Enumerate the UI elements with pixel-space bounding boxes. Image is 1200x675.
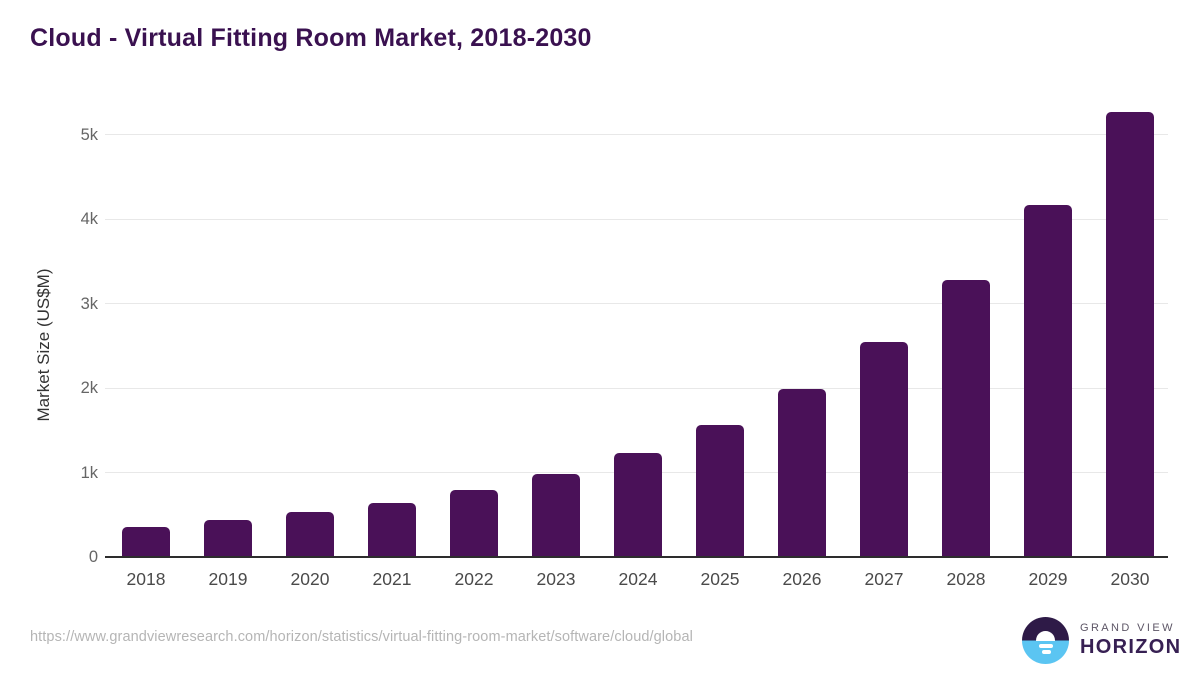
- chart-title: Cloud - Virtual Fitting Room Market, 201…: [30, 24, 592, 52]
- bar-2028: [942, 280, 990, 557]
- bar-2027: [860, 341, 908, 557]
- x-axis-label-2023: 2023: [536, 569, 576, 589]
- bar-2018: [122, 527, 170, 557]
- y-tick-label-1k: 1k: [80, 463, 98, 482]
- brand-logo: GRAND VIEW HORIZON: [1022, 617, 1181, 664]
- bar-2024: [614, 452, 662, 557]
- bar-2020: [286, 512, 334, 557]
- x-axis-label-2030: 2030: [1110, 569, 1150, 589]
- x-axis-label-2029: 2029: [1028, 569, 1068, 589]
- bar-2026: [778, 388, 826, 557]
- bar-2019: [204, 520, 252, 557]
- plot-area: 2018 2019 2020 2021 2022 2023 2024 2025 2026 2027…: [105, 100, 1168, 589]
- brand-name-bottom: HORIZON: [1080, 636, 1182, 658]
- source-url: https://www.grandviewresearch.com/horizo…: [30, 629, 693, 645]
- gridline-5k: [105, 134, 1168, 135]
- bar-2029: [1024, 205, 1072, 557]
- x-axis-line: [105, 556, 1168, 558]
- x-axis-label-2027: 2027: [864, 569, 904, 589]
- brand-name-top: GRAND VIEW: [1080, 622, 1175, 634]
- y-tick-label-3k: 3k: [80, 294, 98, 313]
- y-tick-label-5k: 5k: [80, 125, 98, 144]
- x-axis-label-2019: 2019: [208, 569, 248, 589]
- x-axis-label-2020: 2020: [290, 569, 330, 589]
- x-axis-label-2018: 2018: [126, 569, 166, 589]
- x-axis-label-2025: 2025: [700, 569, 740, 589]
- bar-2030: [1106, 111, 1154, 557]
- x-axis-label-2028: 2028: [946, 569, 986, 589]
- gridline-2k: [105, 387, 1168, 389]
- x-axis-label-2024: 2024: [618, 569, 658, 589]
- reflection-line-icon: [1041, 650, 1051, 654]
- horizon-sunrise-icon: [1022, 617, 1069, 664]
- x-axis-label-2026: 2026: [782, 569, 822, 589]
- x-axis-label-2021: 2021: [372, 569, 412, 589]
- gridline-3k: [105, 303, 1168, 304]
- y-tick-label-0: 0: [88, 548, 98, 566]
- bar-2021: [368, 503, 416, 557]
- bar-2022: [450, 489, 498, 557]
- y-tick-label-4k: 4k: [80, 210, 98, 228]
- brand-logo-text: GRAND VIEW HORIZON: [1080, 622, 1181, 659]
- y-axis-ticks: 0 1k 2k 3k 4k 5k: [50, 100, 98, 567]
- bar-2025: [696, 425, 744, 557]
- y-tick-label-2k: 2k: [80, 379, 98, 397]
- gridline-4k: [105, 218, 1168, 220]
- sun-icon: [1036, 631, 1055, 641]
- bar-2023: [532, 473, 580, 557]
- reflection-line-icon: [1039, 644, 1053, 648]
- x-axis-label-2022: 2022: [454, 569, 494, 589]
